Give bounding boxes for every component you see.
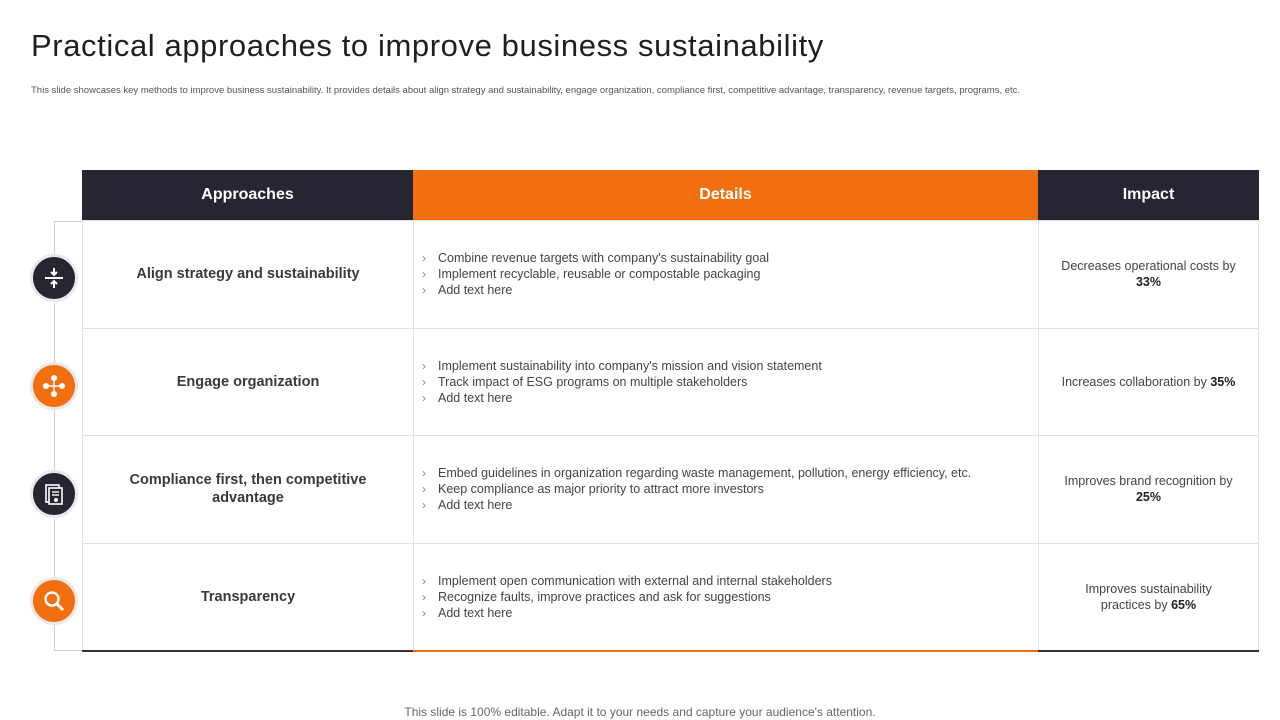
impact-text: Decreases operational costs by bbox=[1061, 259, 1236, 274]
detail-item: Add text here bbox=[422, 605, 832, 621]
details-cell: Combine revenue targets with company's s… bbox=[413, 221, 1038, 328]
table-row: Transparency Implement open communicatio… bbox=[82, 542, 1259, 650]
table-row: Align strategy and sustainability Combin… bbox=[82, 220, 1259, 328]
impact-value: 65% bbox=[1171, 597, 1197, 612]
approach-cell: Compliance first, then competitive advan… bbox=[82, 436, 413, 543]
impact-text: Improves brand recognition by bbox=[1064, 474, 1233, 489]
magnifier-icon bbox=[30, 577, 78, 625]
footer-note: This slide is 100% editable. Adapt it to… bbox=[404, 705, 876, 719]
organization-network-icon bbox=[30, 362, 78, 410]
impact-value: 35% bbox=[1210, 374, 1236, 389]
impact-cell: Improves sustainability practices by 65% bbox=[1038, 543, 1259, 650]
detail-item: Add text here bbox=[422, 282, 769, 298]
impact-cell: Improves brand recognition by 25% bbox=[1038, 436, 1259, 543]
detail-item: Recognize faults, improve practices and … bbox=[422, 589, 832, 605]
details-cell: Implement sustainability into company's … bbox=[413, 328, 1038, 435]
detail-item: Track impact of ESG programs on multiple… bbox=[422, 374, 822, 390]
timeline-connector-top bbox=[54, 221, 82, 222]
header-approaches: Approaches bbox=[82, 170, 413, 220]
detail-item: Embed guidelines in organization regardi… bbox=[422, 465, 971, 481]
details-cell: Implement open communication with extern… bbox=[413, 543, 1038, 650]
table-header-row: Approaches Details Impact bbox=[82, 170, 1259, 220]
impact-cell: Decreases operational costs by 33% bbox=[1038, 221, 1259, 328]
page-subtitle: This slide showcases key methods to impr… bbox=[31, 85, 1021, 96]
impact-value: 33% bbox=[1135, 275, 1162, 290]
detail-item: Combine revenue targets with company's s… bbox=[422, 250, 769, 266]
split-arrows-icon bbox=[30, 254, 78, 302]
header-details: Details bbox=[413, 170, 1038, 220]
impact-text: Increases collaboration by bbox=[1061, 374, 1207, 389]
details-bottom-accent bbox=[413, 650, 1038, 652]
detail-item: Implement open communication with extern… bbox=[422, 573, 832, 589]
detail-item: Add text here bbox=[422, 497, 971, 513]
table-row: Engage organization Implement sustainabi… bbox=[82, 327, 1259, 435]
detail-item: Implement recyclable, reusable or compos… bbox=[422, 266, 769, 282]
approach-cell: Align strategy and sustainability bbox=[82, 221, 413, 328]
certificate-documents-icon bbox=[30, 470, 78, 518]
timeline-line bbox=[54, 221, 55, 651]
impact-cell: Increases collaboration by 35% bbox=[1038, 328, 1259, 435]
detail-item: Keep compliance as major priority to att… bbox=[422, 481, 971, 497]
detail-item: Add text here bbox=[422, 390, 822, 406]
approach-cell: Transparency bbox=[82, 543, 413, 650]
detail-item: Implement sustainability into company's … bbox=[422, 358, 822, 374]
details-cell: Embed guidelines in organization regardi… bbox=[413, 436, 1038, 543]
impact-value: 25% bbox=[1135, 490, 1162, 505]
page-title: Practical approaches to improve business… bbox=[31, 28, 824, 63]
header-impact: Impact bbox=[1038, 170, 1259, 220]
table-row: Compliance first, then competitive advan… bbox=[82, 435, 1259, 543]
timeline-connector-bottom bbox=[54, 650, 82, 651]
impact-text: Improves sustainability practices by bbox=[1085, 581, 1212, 612]
approach-cell: Engage organization bbox=[82, 328, 413, 435]
approaches-table: Approaches Details Impact Align strategy… bbox=[82, 170, 1259, 652]
